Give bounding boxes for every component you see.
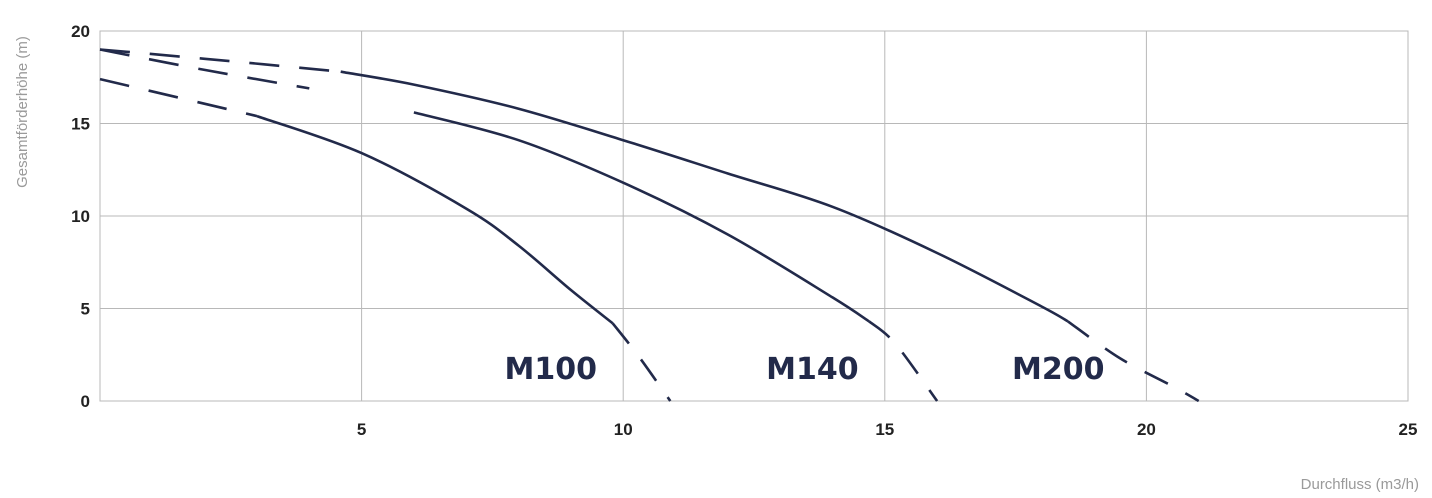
x-tick-label: 5 [357,420,366,439]
series-line-solid [413,111,870,323]
series-line-dashed-end [868,320,939,402]
x-tick-label: 20 [1137,420,1156,439]
x-tick-label: 10 [614,420,633,439]
series-line-dashed-start [99,77,258,118]
y-tick-label: 10 [71,207,90,226]
series-label-m200: M200 [1012,352,1104,387]
series-line-dashed-start [99,48,341,73]
x-tick-label: 15 [875,420,894,439]
series-m100 [99,77,672,402]
series-m140 [99,48,939,402]
series-m200 [99,48,1200,403]
y-axis-label: Gesamtförderhöhe (m) [14,36,31,188]
y-tick-label: 15 [71,115,90,134]
y-tick-label: 0 [81,392,90,411]
series-line-dashed-end [1067,320,1200,403]
series-line-solid [340,70,1069,323]
y-tick-label: 5 [81,300,90,319]
series-label-m140: M140 [766,352,858,387]
series-line-dashed-end [611,322,672,402]
x-axis-label: Durchfluss (m3/h) [1301,476,1419,493]
series-line-dashed-start [99,48,310,90]
series-line-solid [256,114,614,325]
x-tick-label: 25 [1399,420,1418,439]
series-label-m100: M100 [505,352,597,387]
y-tick-label: 20 [71,22,90,41]
